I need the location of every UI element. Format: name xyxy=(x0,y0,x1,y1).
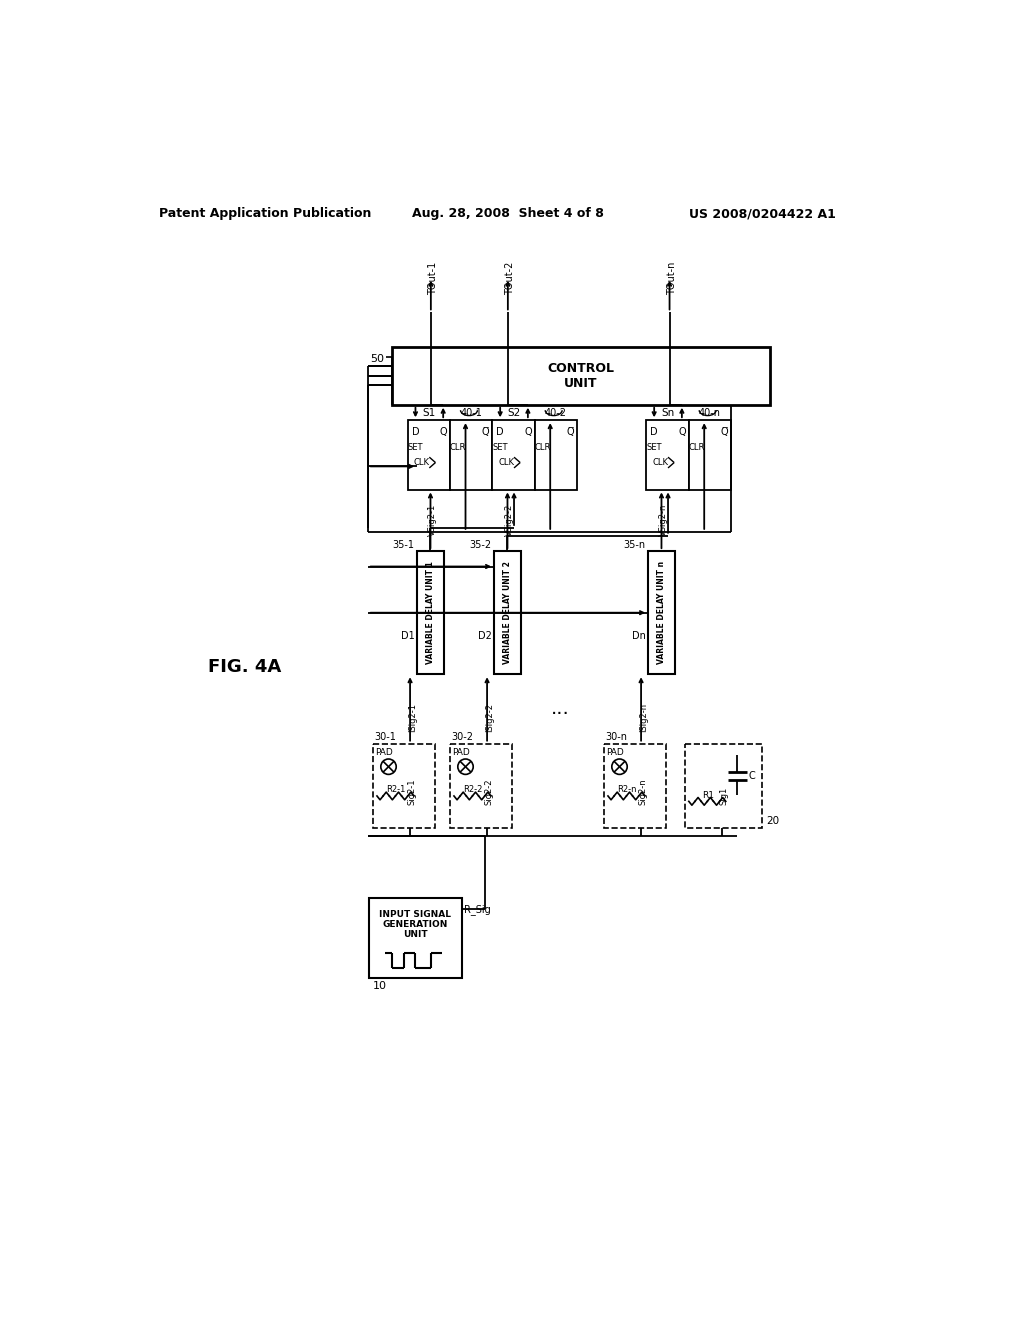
Text: SET: SET xyxy=(493,442,508,451)
Text: CLR: CLR xyxy=(535,442,551,451)
Text: Sig2-2: Sig2-2 xyxy=(485,779,494,805)
Text: CLR: CLR xyxy=(450,442,466,451)
Text: Aug. 28, 2008  Sheet 4 of 8: Aug. 28, 2008 Sheet 4 of 8 xyxy=(412,207,604,220)
Text: INPUT SIGNAL
GENERATION
UNIT: INPUT SIGNAL GENERATION UNIT xyxy=(380,909,452,940)
Text: CLK: CLK xyxy=(499,458,514,467)
Text: S2: S2 xyxy=(507,408,520,417)
Text: TOut-n: TOut-n xyxy=(667,263,677,296)
Text: R2-2: R2-2 xyxy=(464,785,483,795)
Text: 50: 50 xyxy=(371,354,385,363)
Text: D: D xyxy=(412,426,419,437)
Text: PAD: PAD xyxy=(606,748,625,758)
Text: US 2008/0204422 A1: US 2008/0204422 A1 xyxy=(688,207,836,220)
Text: R2-1: R2-1 xyxy=(386,785,406,795)
Text: Sn: Sn xyxy=(662,408,674,417)
Text: Q̅: Q̅ xyxy=(481,426,489,437)
Text: ISig2-n: ISig2-n xyxy=(639,704,648,733)
Text: Sig2-1: Sig2-1 xyxy=(408,779,417,805)
Text: CONTROL
UNIT: CONTROL UNIT xyxy=(548,362,614,389)
Text: S1: S1 xyxy=(422,408,435,417)
Bar xyxy=(646,420,689,490)
Text: ISig2-1: ISig2-1 xyxy=(408,704,417,733)
Text: VSig2-2: VSig2-2 xyxy=(505,503,514,536)
Text: FIG. 4A: FIG. 4A xyxy=(208,657,282,676)
Text: ...: ... xyxy=(551,700,569,718)
Text: PAD: PAD xyxy=(453,748,470,758)
Text: 40-1: 40-1 xyxy=(461,408,482,417)
Text: Q̅: Q̅ xyxy=(566,426,574,437)
Text: Sig1: Sig1 xyxy=(720,787,729,805)
Text: Dn: Dn xyxy=(632,631,646,640)
Bar xyxy=(685,743,762,829)
Text: C: C xyxy=(749,771,755,781)
Text: CLK: CLK xyxy=(652,458,669,467)
Bar xyxy=(689,420,731,490)
Bar xyxy=(494,552,521,675)
Bar xyxy=(451,743,512,829)
Bar xyxy=(451,420,493,490)
Bar xyxy=(392,347,770,405)
Text: ISig2-2: ISig2-2 xyxy=(485,704,494,733)
Bar xyxy=(493,420,535,490)
Text: TOut-1: TOut-1 xyxy=(428,263,438,296)
Bar xyxy=(604,743,666,829)
Bar xyxy=(408,420,451,490)
Text: 35-2: 35-2 xyxy=(470,540,492,550)
Text: TOut-2: TOut-2 xyxy=(505,263,515,296)
Text: Q: Q xyxy=(678,426,686,437)
Text: Patent Application Publication: Patent Application Publication xyxy=(159,207,372,220)
Text: 30-2: 30-2 xyxy=(452,733,474,742)
Text: SET: SET xyxy=(646,442,662,451)
Text: 30-n: 30-n xyxy=(605,733,628,742)
Text: 30-1: 30-1 xyxy=(375,733,396,742)
Text: CLK: CLK xyxy=(414,458,430,467)
Text: 10: 10 xyxy=(373,981,387,991)
Text: PAD: PAD xyxy=(376,748,393,758)
Text: VARIABLE DELAY UNIT 2: VARIABLE DELAY UNIT 2 xyxy=(503,561,512,664)
Text: D: D xyxy=(650,426,658,437)
Bar xyxy=(370,898,462,978)
Text: Q̅: Q̅ xyxy=(721,426,728,437)
Text: VARIABLE DELAY UNIT n: VARIABLE DELAY UNIT n xyxy=(657,561,666,664)
Text: R2-n: R2-n xyxy=(617,785,637,795)
Bar xyxy=(535,420,578,490)
Text: D: D xyxy=(497,426,504,437)
Text: 40-2: 40-2 xyxy=(545,408,567,417)
Text: CLR: CLR xyxy=(688,442,705,451)
Text: R_Sig: R_Sig xyxy=(464,904,490,915)
Bar xyxy=(373,743,435,829)
Text: Sig2-n: Sig2-n xyxy=(639,779,648,805)
Text: VARIABLE DELAY UNIT 1: VARIABLE DELAY UNIT 1 xyxy=(426,561,435,664)
Text: 40-n: 40-n xyxy=(699,408,721,417)
Text: SET: SET xyxy=(408,442,423,451)
Text: VSig2-n: VSig2-n xyxy=(659,503,669,536)
Text: R1: R1 xyxy=(702,791,714,800)
Text: D2: D2 xyxy=(478,631,492,640)
Text: D1: D1 xyxy=(401,631,415,640)
Text: 20: 20 xyxy=(766,816,779,825)
Text: 35-n: 35-n xyxy=(624,540,646,550)
Text: Q: Q xyxy=(439,426,447,437)
Text: VSig2-1: VSig2-1 xyxy=(428,503,437,536)
Bar xyxy=(417,552,444,675)
Text: 35-1: 35-1 xyxy=(392,540,415,550)
Text: Q: Q xyxy=(524,426,531,437)
Bar xyxy=(648,552,675,675)
